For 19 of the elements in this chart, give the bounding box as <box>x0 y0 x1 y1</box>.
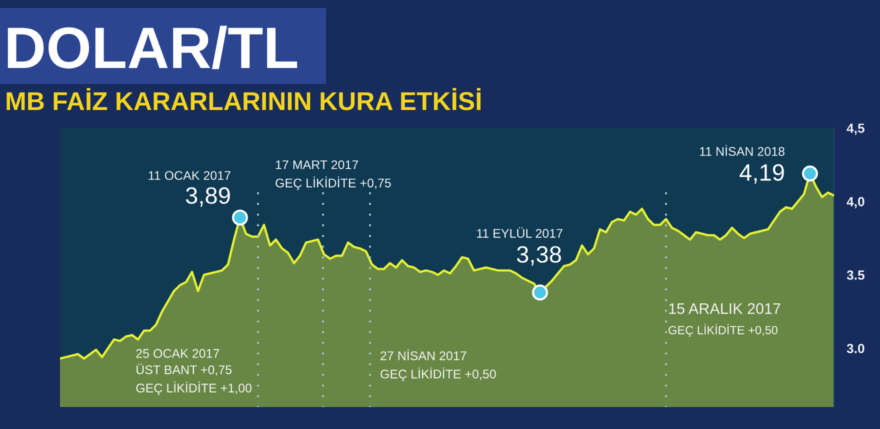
data-label: 3,38 <box>516 246 561 266</box>
y-tick-label: 3.5 <box>846 270 864 280</box>
annotation: 17 MART 2017 GEÇ LİKİDİTE +0,75 <box>276 160 391 190</box>
annotation: 15 ARALIK 2017 GEÇ LİKİDİTE +0,50 <box>668 303 780 337</box>
annotation: 11 EYLÜL 2017 <box>477 227 562 238</box>
data-label: 3,89 <box>186 187 230 207</box>
y-tick-label: 3.0 <box>846 344 864 354</box>
y-tick-label: 4,5 <box>846 124 864 135</box>
y-tick-label: 4,0 <box>846 196 864 208</box>
point <box>802 166 818 182</box>
annotation: 25 OCAK 2017 ÜST BANT +0,75 GEÇ LİKİDİTE +1,00 <box>136 349 252 395</box>
annotation: 11 OCAK 2017 <box>148 171 230 180</box>
annotation: 11 NİSAN 2018 <box>700 144 784 156</box>
point <box>532 284 548 300</box>
point <box>232 210 248 226</box>
chart-title: DOLAR/TL <box>8 26 298 70</box>
annotation: 27 NİSAN 2017 GEÇ LİKİDİTE +0,50 <box>380 349 496 381</box>
data-label: 4,19 <box>740 164 784 184</box>
chart-subtitle: MB FAİZ KARARLARININ KURA ETKİSİ <box>6 88 481 110</box>
